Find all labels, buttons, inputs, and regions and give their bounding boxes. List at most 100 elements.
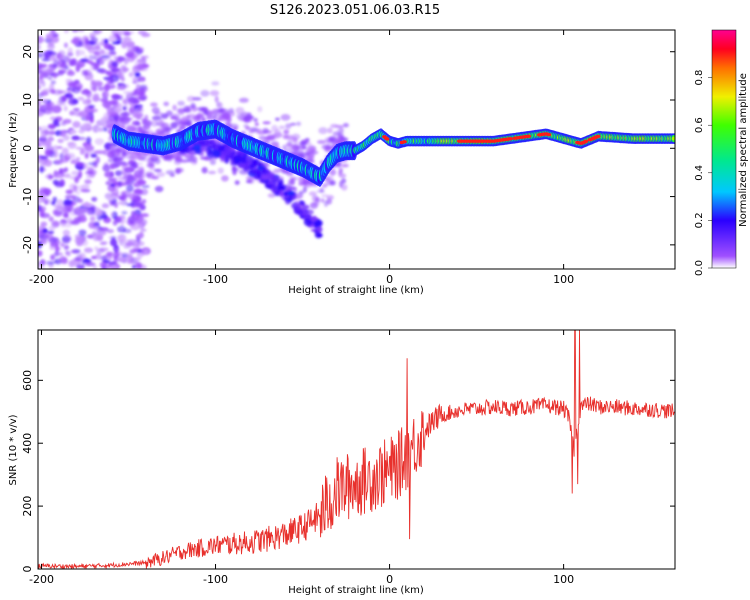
spectrogram-speckle xyxy=(126,45,136,53)
spectrogram-halo-blob xyxy=(334,125,344,128)
spectrogram-speckle xyxy=(115,251,123,257)
spectrogram-speckle xyxy=(88,221,96,229)
spectrogram-speckle xyxy=(38,70,44,74)
spectrogram-speckle xyxy=(82,202,93,207)
spectrogram-speckle xyxy=(117,201,125,205)
spectrogram-speckle xyxy=(109,77,115,84)
spectrogram-speckle xyxy=(63,173,71,178)
colorbar-ticks: 0.0 0.2 0.4 0.6 0.8 xyxy=(694,70,712,276)
spectrogram-speckle xyxy=(120,64,127,71)
spectrogram-halo-blob xyxy=(196,115,202,122)
spectrogram-speckle xyxy=(75,236,85,245)
spectrogram-arm-blob xyxy=(287,190,295,197)
spectrogram-arm-blob xyxy=(303,218,313,226)
y-tick-label: 400 xyxy=(21,433,34,454)
spectrogram-speckle xyxy=(141,55,149,59)
spectrogram-halo-blob xyxy=(117,176,127,181)
spectrogram-speckle xyxy=(96,213,103,221)
spectrogram-speckle xyxy=(67,141,77,149)
spectrogram-halo-blob xyxy=(318,127,328,135)
spectrogram-halo-blob xyxy=(319,187,324,193)
spectrogram-speckle xyxy=(111,41,122,45)
spectrogram-speckle xyxy=(97,86,105,91)
spectrogram-speckle xyxy=(126,41,135,48)
spectrogram-halo-blob xyxy=(262,121,271,125)
spectrogram-halo-blob xyxy=(320,198,325,203)
spectrogram-speckle xyxy=(98,227,109,232)
spectrogram-speckle xyxy=(48,150,56,158)
spectrogram-arm-blob xyxy=(192,144,202,150)
spectrogram-speckle xyxy=(63,212,69,219)
spectrogram-halo-blob xyxy=(337,127,345,134)
spectrogram-speckle xyxy=(118,71,125,80)
spectrogram-speckle xyxy=(40,130,50,136)
spectrogram-speckle xyxy=(60,243,65,247)
spectrogram-speckle xyxy=(65,252,72,257)
spectrogram-speckle xyxy=(106,194,115,202)
spectrogram-speckle xyxy=(48,132,53,139)
spectrogram-speckle xyxy=(71,30,79,33)
spectrogram-speckle xyxy=(97,211,103,216)
spectrogram-speckle xyxy=(59,53,65,60)
spectrogram-speckle xyxy=(140,188,149,196)
spectrogram-halo-blob xyxy=(292,136,298,143)
spectrogram-speckle xyxy=(139,84,148,90)
spectrogram-speckle xyxy=(141,184,150,189)
spectrogram-speckle xyxy=(100,241,109,245)
spectrogram-speckle xyxy=(38,51,46,57)
spectrogram-halo-blob xyxy=(219,114,227,118)
spectrogram-speckle xyxy=(45,66,56,72)
spectrogram-halo-blob xyxy=(150,119,158,127)
spectrogram-speckle xyxy=(134,200,143,208)
spectrogram-speckle xyxy=(52,89,63,96)
x-tick-label: -100 xyxy=(203,573,228,586)
spectrogram-speckle xyxy=(78,129,85,134)
spectrogram-halo-blob xyxy=(133,183,139,187)
spectrogram-halo-blob xyxy=(147,163,155,168)
spectrogram-speckle xyxy=(39,259,46,266)
spectrogram-halo-blob xyxy=(304,151,310,157)
spectrogram-halo-blob xyxy=(280,114,291,121)
spectrogram-speckle xyxy=(58,256,68,264)
spectrogram-arm-blob xyxy=(268,172,275,178)
spectrogram-speckle xyxy=(44,233,54,238)
spectrogram-halo-blob xyxy=(234,180,240,186)
spectrogram-halo-blob xyxy=(175,155,181,163)
snr-y-ticks: 0 200 400 600 xyxy=(21,370,675,573)
spectrogram-speckle xyxy=(136,59,143,63)
spectrogram-halo-blob xyxy=(282,134,290,140)
spectrogram-halo-blob xyxy=(231,165,237,172)
spectrogram-speckle xyxy=(93,150,104,155)
spectrogram-halo-blob xyxy=(315,197,321,203)
spectrogram-arm-blob xyxy=(251,169,260,175)
spectrogram-arm-blob xyxy=(256,166,264,171)
spectrogram-speckle xyxy=(123,90,132,95)
spectrogram-speckle xyxy=(51,105,62,114)
spectrogram-halo-blob xyxy=(275,117,280,121)
spectrogram-speckle xyxy=(136,263,142,269)
spectrogram-halo-blob xyxy=(267,193,276,198)
spectrogram-speckle xyxy=(38,110,42,118)
x-tick-label: -100 xyxy=(203,273,228,286)
spectrogram-halo-blob xyxy=(157,131,166,138)
spectrogram-halo-blob xyxy=(338,135,345,139)
spectrogram-speckle xyxy=(137,79,144,83)
spectrogram-halo-blob xyxy=(254,122,259,127)
spectrogram-y-ticks: -20 -10 0 10 20 xyxy=(21,45,675,254)
colorbar-tick-label: 0.4 xyxy=(694,165,705,181)
spectrogram-halo-blob xyxy=(338,167,343,174)
x-tick-label: 100 xyxy=(553,573,574,586)
spectrogram-arm-blob xyxy=(301,204,310,210)
spectrogram-arm-blob xyxy=(270,185,279,193)
spectrogram-speckle xyxy=(99,49,106,55)
spectrogram-halo-blob xyxy=(177,100,185,106)
spectrogram-speckle xyxy=(62,199,73,206)
spectrogram-speckle xyxy=(40,212,51,219)
spectrogram-speckle xyxy=(90,83,95,91)
spectrogram-halo-blob xyxy=(297,182,306,186)
spectrogram-arm-blob xyxy=(206,150,215,159)
spectrogram-speckle xyxy=(138,231,144,239)
spectrogram-speckle xyxy=(137,166,145,170)
spectrogram-halo-blob xyxy=(200,156,209,160)
spectrogram-halo-blob xyxy=(163,101,170,107)
